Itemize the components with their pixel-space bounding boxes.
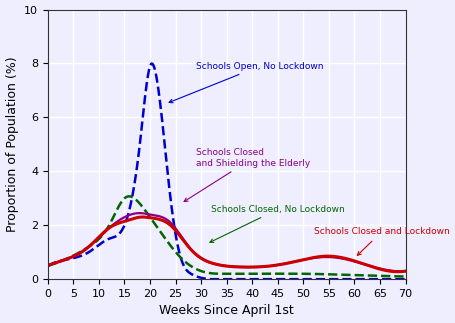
X-axis label: Weeks Since April 1st: Weeks Since April 1st xyxy=(159,305,293,318)
Text: Schools Closed, No Lockdown: Schools Closed, No Lockdown xyxy=(209,204,344,242)
Text: Schools Closed
and Shielding the Elderly: Schools Closed and Shielding the Elderly xyxy=(184,148,309,202)
Text: Schools Open, No Lockdown: Schools Open, No Lockdown xyxy=(169,62,323,103)
Text: Schools Closed and Lockdown: Schools Closed and Lockdown xyxy=(313,227,448,255)
Y-axis label: Proportion of Population (%): Proportion of Population (%) xyxy=(5,57,19,232)
